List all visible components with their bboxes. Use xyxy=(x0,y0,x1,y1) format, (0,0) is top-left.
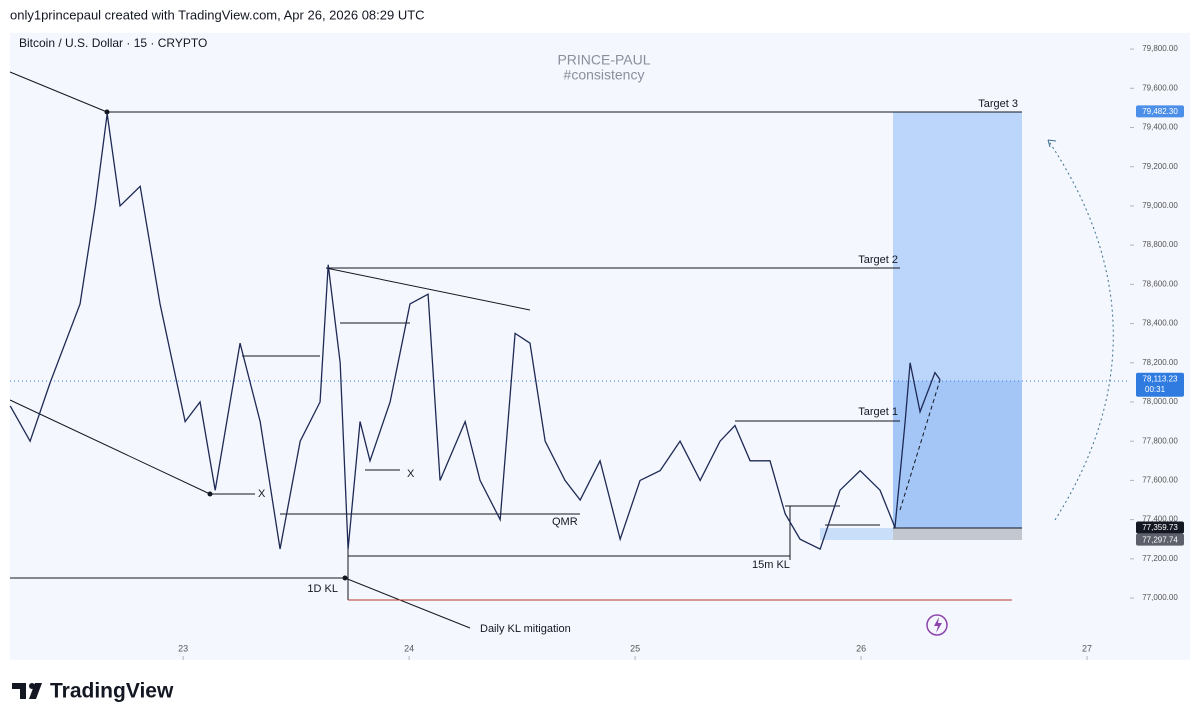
price-tag-label: 77,359.73 xyxy=(1142,523,1178,532)
y-tick-label: 77,800.00 xyxy=(1142,436,1178,445)
stop-zone xyxy=(893,528,1022,540)
price-line xyxy=(9,113,941,550)
y-tick-label: 77,000.00 xyxy=(1142,593,1178,602)
y-tick-label: 78,000.00 xyxy=(1142,397,1178,406)
price-axis xyxy=(1130,33,1190,660)
y-tick-label: 78,400.00 xyxy=(1142,319,1178,328)
y-tick-label: 79,200.00 xyxy=(1142,162,1178,171)
header: only1princepaul created with TradingView… xyxy=(10,7,425,22)
y-tick-label: 77,200.00 xyxy=(1142,554,1178,563)
kl-zone xyxy=(820,528,893,540)
x-tick-label: 26 xyxy=(856,643,866,653)
alert-icon[interactable] xyxy=(926,614,948,636)
annotation: Target 1 xyxy=(858,406,898,418)
y-tick-label: 78,800.00 xyxy=(1142,240,1178,249)
annotation: 1D KL xyxy=(307,583,338,595)
annotation: X xyxy=(258,488,266,500)
x-tick-label: 24 xyxy=(404,643,414,653)
annotation: QMR xyxy=(552,516,578,528)
y-tick-label: 79,000.00 xyxy=(1142,201,1178,210)
y-tick-label: 77,600.00 xyxy=(1142,476,1178,485)
price-tag-label: 78,113.23 xyxy=(1143,374,1179,383)
price-tag-label: 77,297.74 xyxy=(1142,535,1178,544)
projection-arc xyxy=(1047,139,1114,521)
y-tick-label: 79,600.00 xyxy=(1142,83,1178,92)
logo-dot xyxy=(29,683,35,689)
price-tag xyxy=(1136,105,1184,118)
annotation: Target 3 xyxy=(978,98,1018,110)
profit-zone xyxy=(893,381,1022,528)
y-tick-label: 79,800.00 xyxy=(1142,44,1178,53)
annotation: X xyxy=(407,468,415,480)
arrow-head xyxy=(1047,139,1057,148)
y-tick-label: 77,400.00 xyxy=(1142,515,1178,524)
price-countdown: 00:31 xyxy=(1145,385,1166,394)
y-tick-label: 78,200.00 xyxy=(1142,358,1178,367)
anchor xyxy=(342,575,348,581)
logo-text: TradingView xyxy=(50,680,174,703)
x-tick-label: 23 xyxy=(178,643,188,653)
alert-bolt xyxy=(934,617,942,633)
watermark: PRINCE-PAUL xyxy=(557,52,650,68)
annotation: Target 2 xyxy=(858,254,898,266)
annotation: 15m KL xyxy=(752,559,790,571)
target-zone xyxy=(893,112,1022,381)
y-tick-label: 79,400.00 xyxy=(1142,123,1178,132)
price-tag xyxy=(1136,521,1184,534)
price-tag-label: 79,482.30 xyxy=(1142,107,1178,116)
price-tag xyxy=(1136,372,1184,397)
price-tag xyxy=(1136,533,1184,546)
watermark: #consistency xyxy=(564,67,645,83)
anchor xyxy=(104,109,110,115)
logo: TradingView xyxy=(12,680,174,703)
x-tick-label: 25 xyxy=(630,643,640,653)
annotation: Daily KL mitigation xyxy=(480,623,571,635)
anchor xyxy=(207,491,213,497)
chart-title: Bitcoin / U.S. Dollar · 15 · CRYPTO xyxy=(19,36,207,50)
y-tick-label: 78,600.00 xyxy=(1142,279,1178,288)
x-tick-label: 27 xyxy=(1082,643,1092,653)
drawings xyxy=(9,71,1022,629)
